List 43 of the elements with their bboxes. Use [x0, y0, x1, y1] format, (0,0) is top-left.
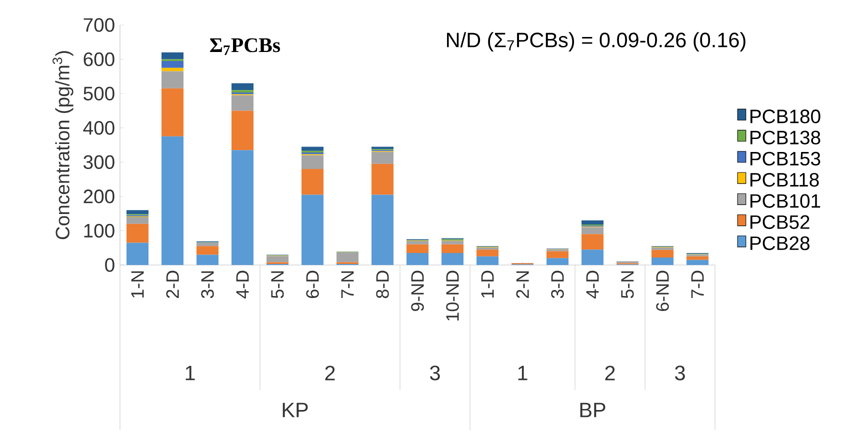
- x-tick-label: 2-N: [516, 271, 529, 298]
- x-tick-label: 5-N: [621, 271, 634, 298]
- x-tick-label: 6-D: [306, 270, 319, 298]
- annotation: N/D (Σ$_{7}$PCBs) = 0.09-0.26 (0.16): [447, 32, 746, 52]
- legend-label: PCB153: [750, 152, 820, 166]
- x-tick-label: 1-D: [481, 270, 494, 298]
- text: BP: [580, 402, 606, 418]
- y-tick-label: 600: [84, 52, 114, 66]
- text: KP: [282, 402, 308, 418]
- legend-label: PCB118: [750, 172, 819, 187]
- x-tick-label: 8-D: [376, 270, 389, 298]
- x-tick-label: 7-D: [691, 270, 704, 298]
- x-tick-label: 3-N: [201, 271, 214, 298]
- legend-label: PCB138: [750, 130, 820, 144]
- x-tick-label: 4-D: [236, 270, 249, 298]
- y-axis-title: Concentration (pg/m$^{3}$): [52, 51, 74, 240]
- x-tick-label: 1-N: [131, 271, 144, 298]
- text: 1: [518, 366, 528, 380]
- legend-label: PCB180: [750, 110, 820, 124]
- y-tick-label: 400: [83, 120, 114, 135]
- text: Σ$_{7}$PCBs: [210, 38, 280, 55]
- text: 3: [675, 366, 685, 380]
- y-tick-label: 500: [84, 86, 114, 100]
- x-tick-label: 4-D: [586, 270, 599, 298]
- y-tick-label: 0: [105, 258, 114, 272]
- x-tick-label: 9-ND: [411, 270, 424, 312]
- x-tick-label: 2-D: [166, 270, 179, 298]
- y-tick-label: 300: [84, 155, 114, 170]
- legend-label: PCB28: [750, 236, 810, 250]
- x-tick-label: 7-N: [341, 271, 354, 298]
- x-tick-label: 6-ND: [656, 270, 669, 311]
- text: 1: [186, 366, 195, 380]
- text: 2: [605, 366, 615, 380]
- y-tick-label: 100: [84, 224, 114, 238]
- x-tick-label: 10-ND: [446, 270, 459, 320]
- text: 3: [430, 366, 440, 380]
- legend-label: PCB52: [750, 215, 810, 229]
- x-tick-label: 5-N: [271, 271, 284, 298]
- x-tick-label: 3-D: [551, 270, 564, 298]
- y-tick-label: 200: [84, 190, 114, 204]
- legend-label: PCB101: [750, 194, 820, 208]
- y-tick-label: 700: [84, 18, 114, 32]
- text: 2: [325, 366, 335, 380]
